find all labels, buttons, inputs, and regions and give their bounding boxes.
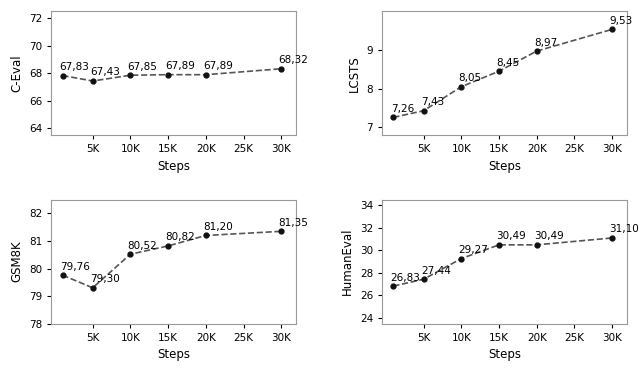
Text: 67,43: 67,43 xyxy=(90,67,120,77)
Text: 8,45: 8,45 xyxy=(496,58,520,68)
Text: 8,05: 8,05 xyxy=(458,73,482,83)
Y-axis label: GSM8K: GSM8K xyxy=(10,241,24,282)
Text: 67,89: 67,89 xyxy=(203,61,233,71)
X-axis label: Steps: Steps xyxy=(157,348,190,361)
Text: 79,76: 79,76 xyxy=(60,262,90,272)
Text: 79,30: 79,30 xyxy=(90,274,120,284)
Text: 29,27: 29,27 xyxy=(458,245,488,255)
Y-axis label: HumanEval: HumanEval xyxy=(341,228,355,295)
Text: 80,52: 80,52 xyxy=(127,241,157,251)
Text: 81,20: 81,20 xyxy=(203,222,233,232)
Text: 30,49: 30,49 xyxy=(496,231,526,241)
Y-axis label: LCSTS: LCSTS xyxy=(348,55,361,92)
Text: 9,53: 9,53 xyxy=(609,16,632,26)
Text: 67,85: 67,85 xyxy=(127,62,157,72)
Text: 26,83: 26,83 xyxy=(390,273,420,283)
Text: 81,35: 81,35 xyxy=(278,218,308,228)
Y-axis label: C-Eval: C-Eval xyxy=(10,54,24,92)
Text: 31,10: 31,10 xyxy=(609,224,639,234)
Text: 7,43: 7,43 xyxy=(420,97,444,107)
X-axis label: Steps: Steps xyxy=(488,348,521,361)
X-axis label: Steps: Steps xyxy=(488,160,521,173)
Text: 68,32: 68,32 xyxy=(278,55,308,65)
Text: 8,97: 8,97 xyxy=(534,38,557,48)
Text: 80,82: 80,82 xyxy=(165,232,195,243)
Text: 67,89: 67,89 xyxy=(165,61,195,71)
Text: 67,83: 67,83 xyxy=(60,62,90,72)
Text: 7,26: 7,26 xyxy=(390,104,414,114)
Text: 30,49: 30,49 xyxy=(534,231,564,241)
X-axis label: Steps: Steps xyxy=(157,160,190,173)
Text: 27,44: 27,44 xyxy=(420,266,451,276)
